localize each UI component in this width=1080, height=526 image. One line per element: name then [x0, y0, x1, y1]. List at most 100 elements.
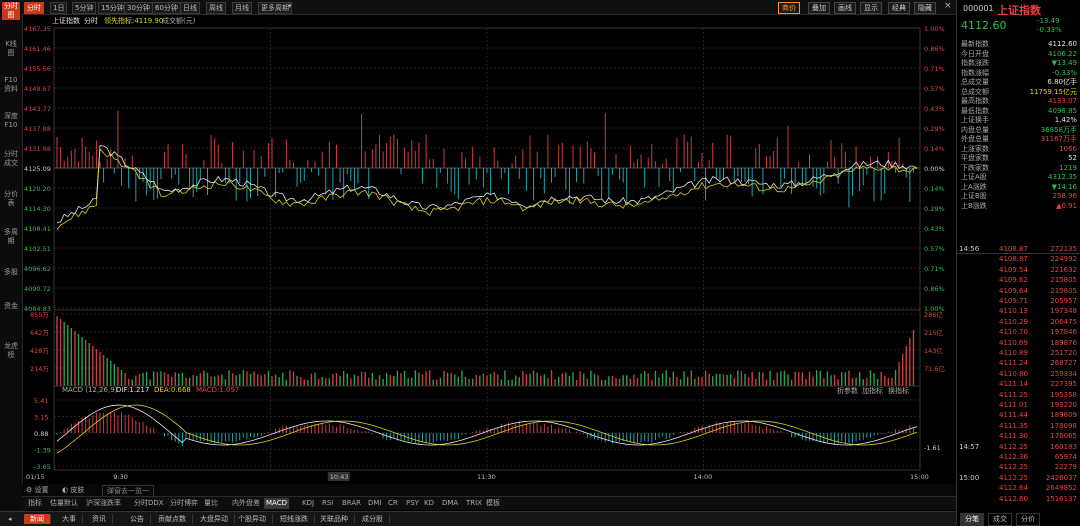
- period-tab-3[interactable]: 15分钟: [98, 2, 127, 14]
- sidebar-item-1[interactable]: K线图: [5, 40, 17, 57]
- indicator-tab-1[interactable]: 估量默认: [50, 499, 78, 507]
- sidebar-item-7[interactable]: 多股: [4, 268, 18, 276]
- period-tab-1[interactable]: 1日: [50, 2, 68, 14]
- pct-tick-label: 1.00%: [924, 305, 945, 313]
- indicator-tab-9[interactable]: RSI: [322, 499, 334, 507]
- vol-tick-label: 428万: [30, 347, 49, 355]
- sidebar-item-0[interactable]: 分时图: [2, 2, 20, 20]
- sidebar-item-6[interactable]: 多周期: [4, 228, 18, 245]
- period-tab-4[interactable]: 30分钟: [124, 2, 153, 14]
- pct-tick-label: 0.14%: [924, 145, 945, 153]
- macd-params-button[interactable]: 折参数: [837, 387, 858, 395]
- news-tab-2[interactable]: 资讯: [86, 514, 113, 524]
- price-tick-label: 4102.51: [24, 245, 51, 253]
- indicator-tab-7[interactable]: MACD: [264, 498, 289, 509]
- indicator-tab-6[interactable]: 内外盘差: [232, 499, 260, 507]
- news-tab-3[interactable]: 公告: [124, 514, 151, 524]
- trade-row: 4108.87 224992: [959, 255, 1079, 264]
- trade-price: 4109.62: [999, 276, 1028, 285]
- news-tab-8[interactable]: 关联品种: [314, 514, 355, 524]
- trade-volume: 259334: [1050, 369, 1077, 378]
- toolbar-button-3[interactable]: 经典: [888, 2, 910, 14]
- indicator-tab-0[interactable]: 指标: [28, 499, 42, 507]
- pct-tick-label: 0.86%: [924, 45, 945, 53]
- period-tab-0[interactable]: 分时: [24, 2, 44, 14]
- settings-button[interactable]: ⚙ 设置: [26, 485, 49, 495]
- indicator-tab-17[interactable]: 模板: [486, 499, 500, 507]
- quote-tab-1[interactable]: 成交: [988, 513, 1012, 526]
- pct-tick-label: 0.71%: [924, 65, 945, 73]
- time-tick-label: 11:30: [477, 473, 496, 481]
- trade-volume: 189609: [1050, 411, 1077, 420]
- indicator-tab-11[interactable]: DMI: [368, 499, 382, 507]
- sidebar-item-3[interactable]: 深度F10: [4, 112, 18, 129]
- trade-volume: 197348: [1050, 307, 1077, 316]
- chart-area[interactable]: 4167.35 1.00% 4161.46 0.86% 4155.56 0.71% 4149…: [22, 14, 956, 484]
- toolbar-button-0[interactable]: 叠加: [808, 2, 830, 14]
- indicator-tab-12[interactable]: CR: [388, 499, 398, 507]
- more-period-dropdown-icon[interactable]: ▾: [288, 2, 292, 10]
- vol-tick-label-right: 143亿: [924, 346, 943, 355]
- trade-row: 4109.64 215805: [959, 287, 1079, 296]
- toolbar-button-1[interactable]: 画线: [834, 2, 856, 14]
- trade-volume: 178098: [1050, 421, 1077, 430]
- quote-tab-2[interactable]: 分价: [1016, 513, 1040, 526]
- indicator-tab-14[interactable]: KD: [424, 499, 434, 507]
- news-tab-0[interactable]: 新闻: [24, 514, 51, 524]
- switch-indicator-button[interactable]: 换指标: [888, 387, 909, 395]
- news-tab-9[interactable]: 成分股: [356, 514, 390, 524]
- intraday-chart[interactable]: 4167.35 1.00% 4161.46 0.86% 4155.56 0.71% 4149…: [22, 14, 956, 484]
- quote-tab-0[interactable]: 分笔: [960, 513, 984, 526]
- indicator-tab-5[interactable]: 量比: [204, 499, 218, 507]
- indicator-tab-4[interactable]: 分时博弈: [170, 499, 198, 507]
- skin-button[interactable]: ◐ 皮肤: [62, 485, 84, 495]
- chart-frame: [53, 27, 921, 471]
- period-tab-7[interactable]: 周线: [206, 2, 226, 14]
- news-tab-5[interactable]: 大盘异动: [194, 514, 235, 524]
- trade-volume: 224992: [1050, 255, 1077, 264]
- period-tab-8[interactable]: 月线: [232, 2, 252, 14]
- dif-label: DIF:1.217: [116, 386, 150, 394]
- sidebar-item-2[interactable]: F10资料: [4, 76, 18, 93]
- trade-row: 14:56 4108.87 272135: [959, 245, 1079, 254]
- volume-label: 成交额(元): [162, 17, 196, 25]
- news-tab-7[interactable]: 短线涨跌: [274, 514, 315, 524]
- time-tick-label: 15:00: [910, 473, 929, 481]
- indicator-tab-8[interactable]: KDJ: [302, 499, 315, 507]
- period-tab-2[interactable]: 5分钟: [72, 2, 97, 14]
- pct-tick-label: 0.14%: [924, 185, 945, 193]
- sidebar-item-4[interactable]: 分时成交: [4, 150, 18, 167]
- scroll-left-icon[interactable]: ◂: [8, 515, 12, 523]
- news-tab-1[interactable]: 大事: [56, 514, 83, 524]
- close-icon[interactable]: ×: [944, 1, 952, 11]
- indicator-tab-13[interactable]: PSY: [406, 499, 419, 507]
- macd-tick-label: -1.39: [34, 447, 51, 455]
- indicator-tab-16[interactable]: TRIX: [466, 499, 482, 507]
- indicator-tab-3[interactable]: 分时DDX: [134, 499, 164, 507]
- quote-field-value: 4112.60: [1048, 40, 1077, 48]
- period-tab-5[interactable]: 60分钟: [152, 2, 181, 14]
- quote-field-value: 258.96: [1052, 192, 1078, 200]
- vol-tick-label: 214万: [30, 365, 49, 373]
- add-indicator-button[interactable]: 加指标: [862, 387, 883, 395]
- sidebar-item-8[interactable]: 资金: [4, 302, 18, 310]
- news-tab-4[interactable]: 贡献点数: [152, 514, 193, 524]
- trade-volume: 189876: [1050, 338, 1077, 347]
- trade-price: 4112.25: [999, 463, 1028, 472]
- price-tick-label: 4096.62: [24, 265, 51, 273]
- indicator-tab-15[interactable]: DMA: [442, 499, 459, 507]
- indicator-tab-10[interactable]: BRAR: [342, 499, 362, 507]
- sidebar-item-9[interactable]: 龙虎榜: [4, 342, 18, 359]
- period-tab-9[interactable]: 更多周期: [258, 2, 292, 14]
- price-button[interactable]: 商价: [778, 2, 800, 14]
- indicator-tab-2[interactable]: 沪深涨跌率: [86, 499, 121, 507]
- leading-indicator-label: 领先指标:4119.90: [104, 17, 164, 25]
- trade-price: 4109.54: [999, 265, 1028, 274]
- quote-field-row: 外盘总量 31167万手: [961, 135, 1079, 144]
- toolbar-button-2[interactable]: 显示: [860, 2, 882, 14]
- sidebar-item-5[interactable]: 分价表: [4, 190, 18, 207]
- period-tab-6[interactable]: 日线: [180, 2, 200, 14]
- trade-volume: 215805: [1050, 286, 1077, 295]
- toolbar-button-4[interactable]: 隐藏: [914, 2, 936, 14]
- news-tab-6[interactable]: 个股异动: [232, 514, 273, 524]
